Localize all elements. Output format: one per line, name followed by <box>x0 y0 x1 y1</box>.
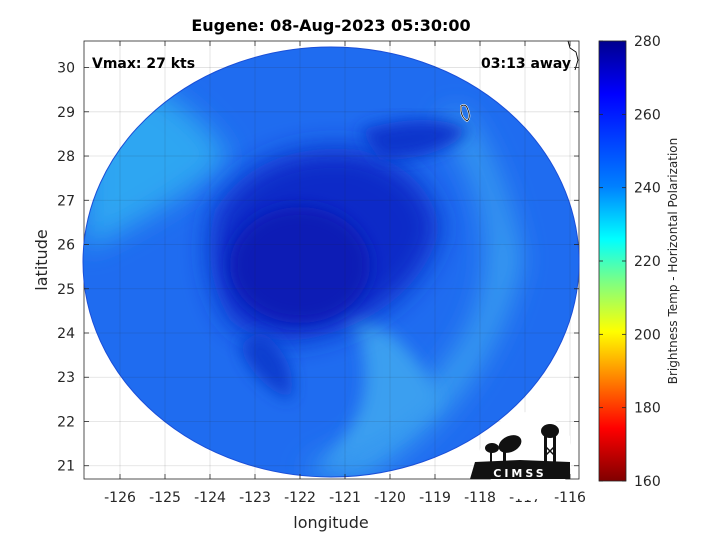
colorbar <box>598 40 627 482</box>
x-tick-label: -120 <box>374 490 406 506</box>
cimss-logo-text: CIMSS <box>493 467 546 480</box>
y-axis: 21 22 23 24 25 26 27 28 29 30 <box>57 61 579 475</box>
coastline-corner <box>567 40 579 71</box>
y-tick-label: 30 <box>57 61 75 77</box>
colorbar-tick-label: 180 <box>634 401 661 417</box>
x-tick-label: -118 <box>464 490 496 506</box>
y-tick-label: 21 <box>57 459 75 475</box>
y-tick-label: 22 <box>57 414 75 430</box>
colorbar-tick-label: 220 <box>634 254 661 270</box>
y-tick-label: 27 <box>57 193 75 209</box>
x-tick-label: -122 <box>284 490 316 506</box>
x-axis-label: longitude <box>293 513 368 532</box>
x-tick-label: -123 <box>239 490 271 506</box>
grid-lines <box>84 41 579 479</box>
cimss-logo: CIMSS <box>470 412 572 500</box>
swath-edge <box>82 46 580 478</box>
y-tick-label: 24 <box>57 326 75 342</box>
x-tick-label: -125 <box>149 490 181 506</box>
y-tick-label: 25 <box>57 282 75 298</box>
colorbar-tick-label: 200 <box>634 327 661 343</box>
y-tick-label: 23 <box>57 370 75 386</box>
x-tick-label: -124 <box>194 490 226 506</box>
swath-image <box>83 47 579 477</box>
colorbar-tick-label: 160 <box>634 474 661 490</box>
y-tick-label: 26 <box>57 238 75 254</box>
colorbar-tick-label: 240 <box>634 181 661 197</box>
x-tick-label: -126 <box>104 490 136 506</box>
colorbar-label: Brightness Temp - Horizontal Polarizatio… <box>666 138 680 385</box>
x-tick-label: -121 <box>329 490 361 506</box>
x-tick-label: -116 <box>554 490 586 506</box>
colorbar-tick-label: 280 <box>634 34 661 50</box>
chart-title: Eugene: 08-Aug-2023 05:30:00 <box>191 16 470 35</box>
vmax-annotation: Vmax: 27 kts <box>92 56 195 72</box>
coastline-outline <box>460 104 470 122</box>
y-tick-label: 29 <box>57 105 75 121</box>
away-annotation: 03:13 away <box>481 56 571 72</box>
colorbar-ticks: 280 260 240 220 200 180 160 <box>599 34 661 490</box>
x-tick-label: -119 <box>419 490 451 506</box>
y-tick-label: 28 <box>57 149 75 165</box>
colorbar-tick-label: 260 <box>634 107 661 123</box>
y-axis-label: latitude <box>32 229 51 290</box>
